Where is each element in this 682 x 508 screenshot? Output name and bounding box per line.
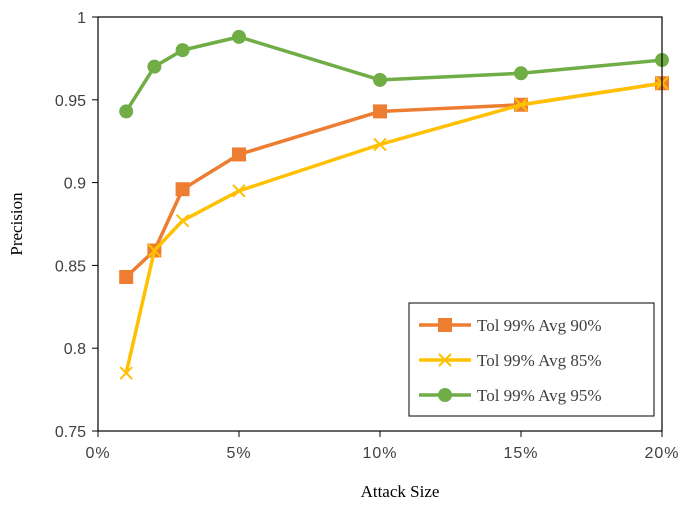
x-tick-label: 15%: [503, 445, 538, 462]
data-point: [373, 104, 387, 119]
data-point: [119, 104, 134, 119]
data-point: [514, 66, 528, 81]
legend-marker: [438, 353, 452, 367]
series-square: [119, 76, 669, 284]
legend-marker: [438, 388, 452, 402]
data-point: [147, 243, 162, 258]
series-line: [125, 81, 663, 279]
series-circle: [119, 29, 669, 119]
data-point: [373, 72, 387, 87]
legend-label: Tol 99% Avg 95%: [477, 386, 602, 405]
data-point: [119, 366, 133, 380]
y-tick-label: 1: [77, 10, 86, 27]
legend-label: Tol 99% Avg 85%: [477, 351, 602, 370]
data-point: [175, 213, 190, 228]
data-point: [232, 184, 246, 198]
data-point: [514, 98, 528, 112]
legend-item: Tol 99% Avg 95%: [419, 386, 602, 405]
y-axis-ticks: 0.75 0.8 0.85 0.9 0.95 1: [55, 10, 98, 441]
y-tick-label: 0.75: [55, 424, 86, 441]
data-point: [232, 29, 246, 44]
y-tick-label: 0.9: [64, 176, 86, 193]
legend-marker: [438, 318, 452, 332]
x-axis-ticks: 0% 5% 10% 15% 20%: [85, 431, 679, 462]
series-x: [119, 76, 669, 380]
legend-label: Tol 99% Avg 90%: [477, 316, 602, 335]
data-point: [175, 182, 190, 197]
plot-frame: [97, 16, 663, 432]
data-point: [119, 269, 134, 284]
x-tick-label: 10%: [362, 445, 397, 462]
x-tick-label: 0%: [85, 445, 110, 462]
x-axis-title: Attack Size: [361, 482, 440, 501]
legend-item: Tol 99% Avg 90%: [419, 316, 602, 335]
data-point: [232, 147, 246, 162]
data-point: [175, 43, 190, 58]
data-point: [147, 59, 162, 74]
y-axis-title: Precision: [7, 192, 26, 256]
series-line: [124, 35, 663, 113]
y-tick-label: 0.95: [55, 93, 86, 110]
x-tick-label: 5%: [226, 445, 251, 462]
data-point: [373, 137, 387, 152]
series-layer: [119, 29, 669, 380]
legend: Tol 99% Avg 90% Tol 99% Avg 85% Tol 99% Av…: [408, 302, 655, 417]
legend-item: Tol 99% Avg 85%: [419, 351, 602, 370]
y-tick-label: 0.8: [64, 341, 86, 358]
x-tick-label: 20%: [644, 445, 679, 462]
y-tick-label: 0.85: [55, 258, 86, 275]
